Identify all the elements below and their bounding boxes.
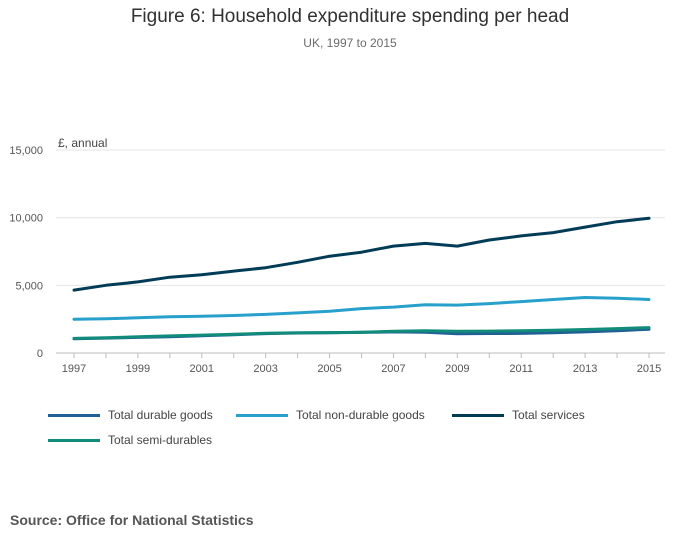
series-line-total-semi-durables — [72, 326, 651, 340]
y-axis-label: £, annual — [58, 136, 108, 150]
legend-swatch — [48, 438, 100, 442]
y-tick-label: 10,000 — [9, 213, 43, 225]
x-tick-label: 1999 — [126, 363, 150, 375]
axis-layer: 0 5,000 10,000 15,000 1997 1999 2001 2003 2005 20… — [9, 145, 661, 375]
x-tick-label: 2009 — [445, 363, 469, 375]
chart-title: Figure 6: Household expenditure spending… — [130, 6, 570, 27]
x-tick-label: 2005 — [317, 363, 341, 375]
x-tick-label: 1997 — [62, 363, 86, 375]
legend-item: Total semi-durables — [48, 433, 212, 447]
series-line-total-non-durable-goods — [72, 296, 651, 321]
legend-item: Total durable goods — [48, 408, 213, 422]
x-tick-label: 2003 — [253, 363, 277, 375]
legend-swatch — [48, 413, 100, 417]
series-layer — [72, 216, 651, 341]
legend-label: Total semi-durables — [108, 433, 213, 447]
x-tick-label: 2007 — [381, 363, 405, 375]
y-tick-label: 5,000 — [15, 280, 43, 292]
legend-label: Total services — [512, 408, 585, 422]
x-tick-label: 2001 — [190, 363, 214, 375]
series-line-total-services — [72, 216, 651, 292]
legend-swatch — [236, 413, 288, 417]
legend-item: Total non-durable goods — [236, 408, 425, 422]
legend-item: Total services — [452, 408, 585, 422]
legend-label: Total non-durable goods — [296, 408, 425, 422]
y-tick-label: 15,000 — [9, 145, 43, 157]
legend-label: Total durable goods — [108, 408, 213, 422]
x-tick-label: 2011 — [509, 363, 533, 375]
x-tick-label: 2015 — [637, 363, 661, 375]
x-tick-label: 2013 — [573, 363, 597, 375]
source-note: Source: Office for National Statistics — [10, 512, 254, 528]
grid-layer — [56, 149, 665, 354]
y-tick-label: 0 — [37, 348, 43, 360]
legend-swatch — [452, 413, 504, 417]
chart-subtitle: UK, 1997 to 2015 — [303, 36, 397, 50]
